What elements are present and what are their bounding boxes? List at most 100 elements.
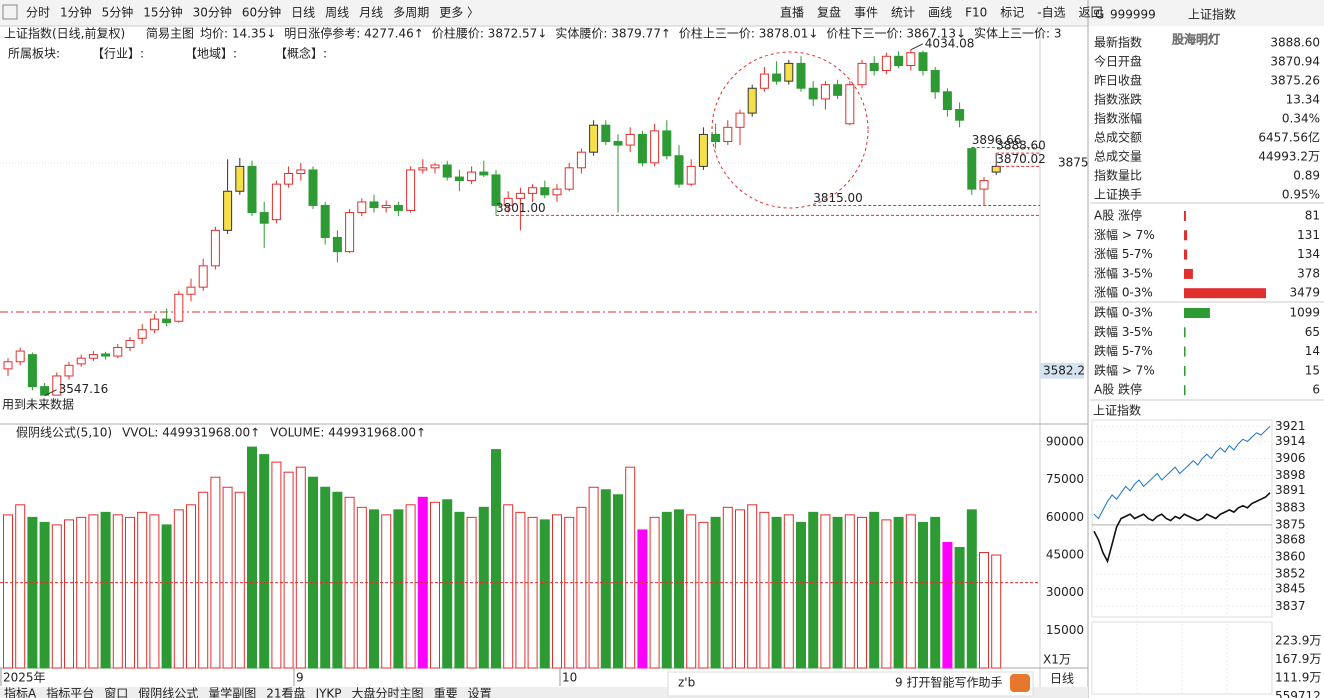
mini-tick-label: 3898: [1275, 468, 1306, 482]
candle-body: [296, 169, 306, 174]
quote-value: 3870.94: [1270, 55, 1320, 69]
info-item: 均价: 14.35↓: [200, 27, 276, 41]
breadth-bar: [1184, 365, 1186, 376]
candle-body: [552, 188, 562, 196]
period-tab[interactable]: 60分钟: [242, 5, 281, 20]
assistant-icon[interactable]: [1010, 674, 1030, 692]
volume-bar: [857, 516, 867, 669]
breadth-bar: [1184, 230, 1188, 241]
tool-button[interactable]: 复盘: [817, 5, 841, 20]
period-tab[interactable]: 5分钟: [102, 5, 134, 20]
annotation-label: 4034.08: [925, 36, 975, 50]
tool-button[interactable]: F10: [965, 6, 987, 20]
quote-value: 13.34: [1286, 93, 1320, 107]
volume-bar: [125, 516, 135, 669]
candle-body: [613, 141, 623, 146]
y-tick-label: 75000: [1046, 472, 1084, 486]
quote-label: 指数量比: [1094, 168, 1142, 183]
tool-button[interactable]: 画线: [928, 6, 952, 20]
bottom-tab[interactable]: 指标平台: [46, 686, 94, 698]
bottom-tab[interactable]: 指标A: [4, 686, 37, 698]
volume-header: VOLUME: 449931968.00↑: [270, 426, 426, 440]
period-tab[interactable]: 日线: [291, 6, 315, 20]
period-tab[interactable]: 30分钟: [193, 5, 232, 20]
mini-tick-label: 3837: [1275, 599, 1306, 613]
period-tab[interactable]: 多周期: [393, 6, 429, 20]
mini-line: [1093, 492, 1271, 564]
candle-body: [247, 165, 257, 214]
period-tab[interactable]: 15分钟: [143, 5, 182, 20]
mini-tick-label: 3868: [1275, 532, 1306, 546]
bottom-tab[interactable]: 量学副图: [208, 686, 256, 698]
volume-bar: [661, 511, 672, 669]
candle-body: [723, 126, 733, 143]
assistant-link[interactable]: 9 打开智能写作助手: [895, 675, 1002, 690]
period-tab[interactable]: 周线: [325, 6, 349, 20]
volume-bar: [759, 511, 770, 669]
bottom-tab[interactable]: 设置: [468, 687, 492, 698]
tool-button[interactable]: 事件: [854, 6, 878, 20]
tool-button[interactable]: 标记: [1000, 6, 1024, 20]
breadth-bar: [1184, 211, 1186, 221]
info-item: 价柱上三一价: 3878.01↓: [679, 26, 819, 41]
period-tab[interactable]: 更多 〉: [439, 6, 479, 20]
volume-bar: [503, 504, 514, 669]
candle-body: [845, 84, 855, 125]
bottom-tab[interactable]: 重要: [434, 687, 458, 698]
mini-tick-label: 3875: [1275, 517, 1306, 531]
candle-body: [686, 165, 696, 185]
period-tab[interactable]: 月线: [359, 6, 383, 20]
y-tick-label: 60000: [1046, 510, 1084, 524]
volume-bar: [137, 511, 148, 669]
volume-bar: [844, 514, 855, 669]
candle-body: [820, 84, 830, 100]
candle-body: [955, 109, 965, 121]
candle-body: [393, 204, 403, 211]
volume-bar: [600, 489, 611, 669]
candle-body: [284, 172, 294, 185]
volume-bar: [27, 516, 38, 669]
info-item: 价柱腰价: 3872.57↓: [432, 26, 548, 41]
volume-bar: [112, 514, 123, 669]
quote-label: 上证换手: [1094, 188, 1142, 202]
candle-body: [113, 347, 123, 357]
breadth-value: 65: [1305, 325, 1320, 339]
menu-icon[interactable]: [2, 4, 18, 20]
volume-bar: [539, 519, 550, 669]
input-box[interactable]: [667, 671, 1034, 697]
candle-body: [345, 212, 355, 253]
bottom-tab[interactable]: JYKP: [315, 687, 342, 698]
chart-mode: 简易主图: [146, 27, 194, 41]
period-tab[interactable]: 分时: [26, 6, 50, 20]
volume-bar: [564, 516, 575, 669]
volume-bar: [869, 511, 880, 669]
code: 999999: [1110, 8, 1156, 22]
breadth-label: 跌幅 5-7%: [1094, 343, 1153, 358]
bottom-tab[interactable]: 大盘分时主图: [352, 686, 424, 698]
bottom-tab[interactable]: 窗口: [104, 687, 128, 698]
quote-label: 今日开盘: [1094, 54, 1142, 69]
info-item: 明日涨停参考: 4277.46↑: [284, 26, 424, 41]
volume-bar: [991, 554, 1002, 669]
quote-label: 总成交额: [1094, 130, 1142, 145]
breadth-value: 131: [1297, 228, 1320, 242]
bottom-tab[interactable]: 21看盘: [266, 686, 305, 698]
input-text: z'b: [678, 676, 695, 690]
bottom-tab[interactable]: 假阴线公式: [138, 687, 198, 698]
volume-bar: [881, 519, 892, 669]
volume-bar: [698, 521, 709, 669]
tool-button[interactable]: 返回: [1079, 6, 1103, 20]
candle-body: [772, 73, 782, 82]
candle-body: [259, 212, 269, 224]
tool-button[interactable]: 直播: [780, 6, 804, 20]
candle-body: [52, 375, 62, 396]
tool-button[interactable]: 统计: [891, 6, 915, 20]
tool-button[interactable]: -自选: [1037, 6, 1065, 20]
candle-body: [332, 236, 342, 253]
candle-body: [918, 52, 928, 71]
volume-bar: [979, 552, 989, 669]
volume-bar: [588, 486, 599, 669]
period-tab[interactable]: 1分钟: [60, 5, 92, 20]
candle-body: [76, 357, 86, 365]
volume-bar: [820, 514, 831, 669]
